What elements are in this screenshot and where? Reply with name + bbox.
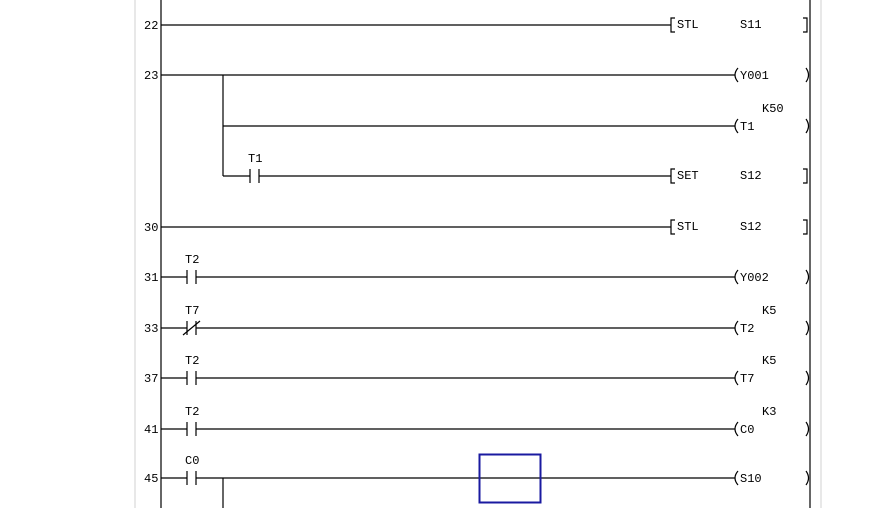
instruction-op: SET — [677, 169, 699, 183]
coil-constant: K3 — [762, 405, 776, 419]
coil-close-paren — [805, 269, 810, 285]
instruction-open-bracket — [670, 219, 675, 235]
rung-41[interactable]: 41 T2 C0 K3 — [144, 405, 810, 437]
step-number: 30 — [144, 221, 158, 235]
contact-device-label: T7 — [185, 304, 199, 318]
coil-open-paren — [734, 118, 739, 134]
step-number: 31 — [144, 271, 158, 285]
contact-device-label: T1 — [248, 152, 262, 166]
instruction-close-bracket — [803, 17, 808, 33]
coil-open-paren — [734, 67, 739, 83]
rung-33[interactable]: 33 T7 T2 K5 — [144, 304, 810, 336]
rung-22[interactable]: 22 STL S11 — [144, 17, 808, 33]
instruction-open-bracket — [670, 168, 675, 184]
coil-close-paren — [805, 470, 810, 486]
coil-open-paren — [734, 320, 739, 336]
contact-device-label: T2 — [185, 253, 199, 267]
coil-close-paren — [805, 67, 810, 83]
coil-device: T1 — [740, 120, 754, 134]
instruction-open-bracket — [670, 17, 675, 33]
contact-device-label: T2 — [185, 354, 199, 368]
rung-31[interactable]: 31 T2 Y002 — [144, 253, 810, 285]
rung-30[interactable]: 30 STL S12 — [144, 219, 808, 235]
rung-23[interactable]: 23 Y001 T1 K50 T1 SET S12 — [144, 67, 810, 184]
coil-device: C0 — [740, 423, 754, 437]
step-number: 23 — [144, 69, 158, 83]
normally-closed-slash — [182, 320, 201, 336]
coil-open-paren — [734, 421, 739, 437]
coil-device: Y002 — [740, 271, 769, 285]
contact-device-label: C0 — [185, 454, 199, 468]
branch: T1 SET S12 — [223, 152, 808, 184]
step-number: 22 — [144, 19, 158, 33]
instruction-operand: S11 — [740, 18, 762, 32]
coil-device: T2 — [740, 322, 754, 336]
edit-cursor[interactable] — [478, 453, 542, 504]
step-number: 37 — [144, 372, 158, 386]
coil-close-paren — [805, 370, 810, 386]
coil-constant: K50 — [762, 102, 784, 116]
coil-device: Y001 — [740, 69, 769, 83]
coil-constant: K5 — [762, 304, 776, 318]
coil-device: T7 — [740, 372, 754, 386]
coil-open-paren — [734, 269, 739, 285]
step-number: 33 — [144, 322, 158, 336]
branch: T1 K50 — [223, 102, 810, 134]
coil-constant: K5 — [762, 354, 776, 368]
step-number: 41 — [144, 423, 158, 437]
coil-open-paren — [734, 470, 739, 486]
coil-device: S10 — [740, 472, 762, 486]
instruction-close-bracket — [803, 168, 808, 184]
instruction-op: STL — [677, 220, 699, 234]
step-number: 45 — [144, 472, 158, 486]
rung-45[interactable]: 45 C0 S10 — [144, 454, 810, 508]
instruction-close-bracket — [803, 219, 808, 235]
coil-close-paren — [805, 320, 810, 336]
instruction-op: STL — [677, 18, 699, 32]
contact-device-label: T2 — [185, 405, 199, 419]
coil-open-paren — [734, 370, 739, 386]
coil-close-paren — [805, 118, 810, 134]
instruction-operand: S12 — [740, 169, 762, 183]
instruction-operand: S12 — [740, 220, 762, 234]
rung-37[interactable]: 37 T2 T7 K5 — [144, 354, 810, 386]
coil-close-paren — [805, 421, 810, 437]
